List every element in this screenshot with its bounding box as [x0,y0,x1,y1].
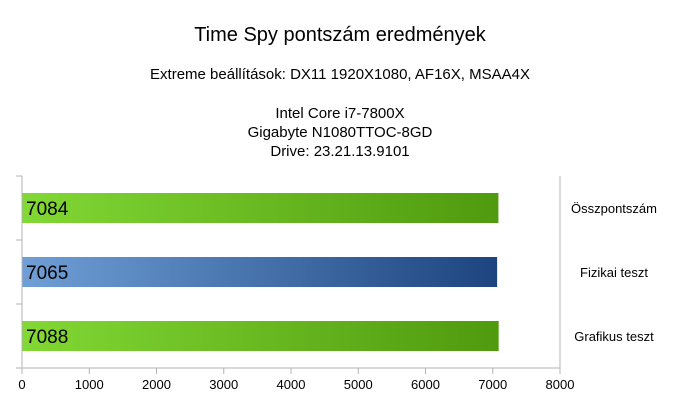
bar [22,257,498,287]
cpu-label: Intel Core i7-7800X [275,105,405,122]
x-tick-label: 6000 [411,377,440,392]
bar [22,193,499,223]
x-tick-label: 1000 [75,377,104,392]
x-tick-label: 0 [18,377,25,392]
driver-label: Drive: 23.21.13.9101 [270,143,410,160]
chart-title: Time Spy pontszám eredmények [194,24,486,46]
bar-value-label: 7084 [26,199,69,220]
bar-value-label: 7088 [26,327,68,348]
x-tick-label: 7000 [478,377,507,392]
gpu-label: Gigabyte N1080TTOC-8GD [247,124,433,141]
category-label: Grafikus teszt [574,329,654,344]
chart-subtitle: Extreme beállítások: DX11 1920X1080, AF1… [150,66,530,83]
x-tick-label: 8000 [546,377,575,392]
bar [22,321,499,351]
x-tick-label: 3000 [209,377,238,392]
x-tick-label: 4000 [277,377,306,392]
category-label: Összpontszám [571,201,657,216]
category-label: Fizikai teszt [580,265,648,280]
bar-value-label: 7065 [26,263,68,284]
x-tick-label: 5000 [344,377,373,392]
x-tick-label: 2000 [142,377,171,392]
